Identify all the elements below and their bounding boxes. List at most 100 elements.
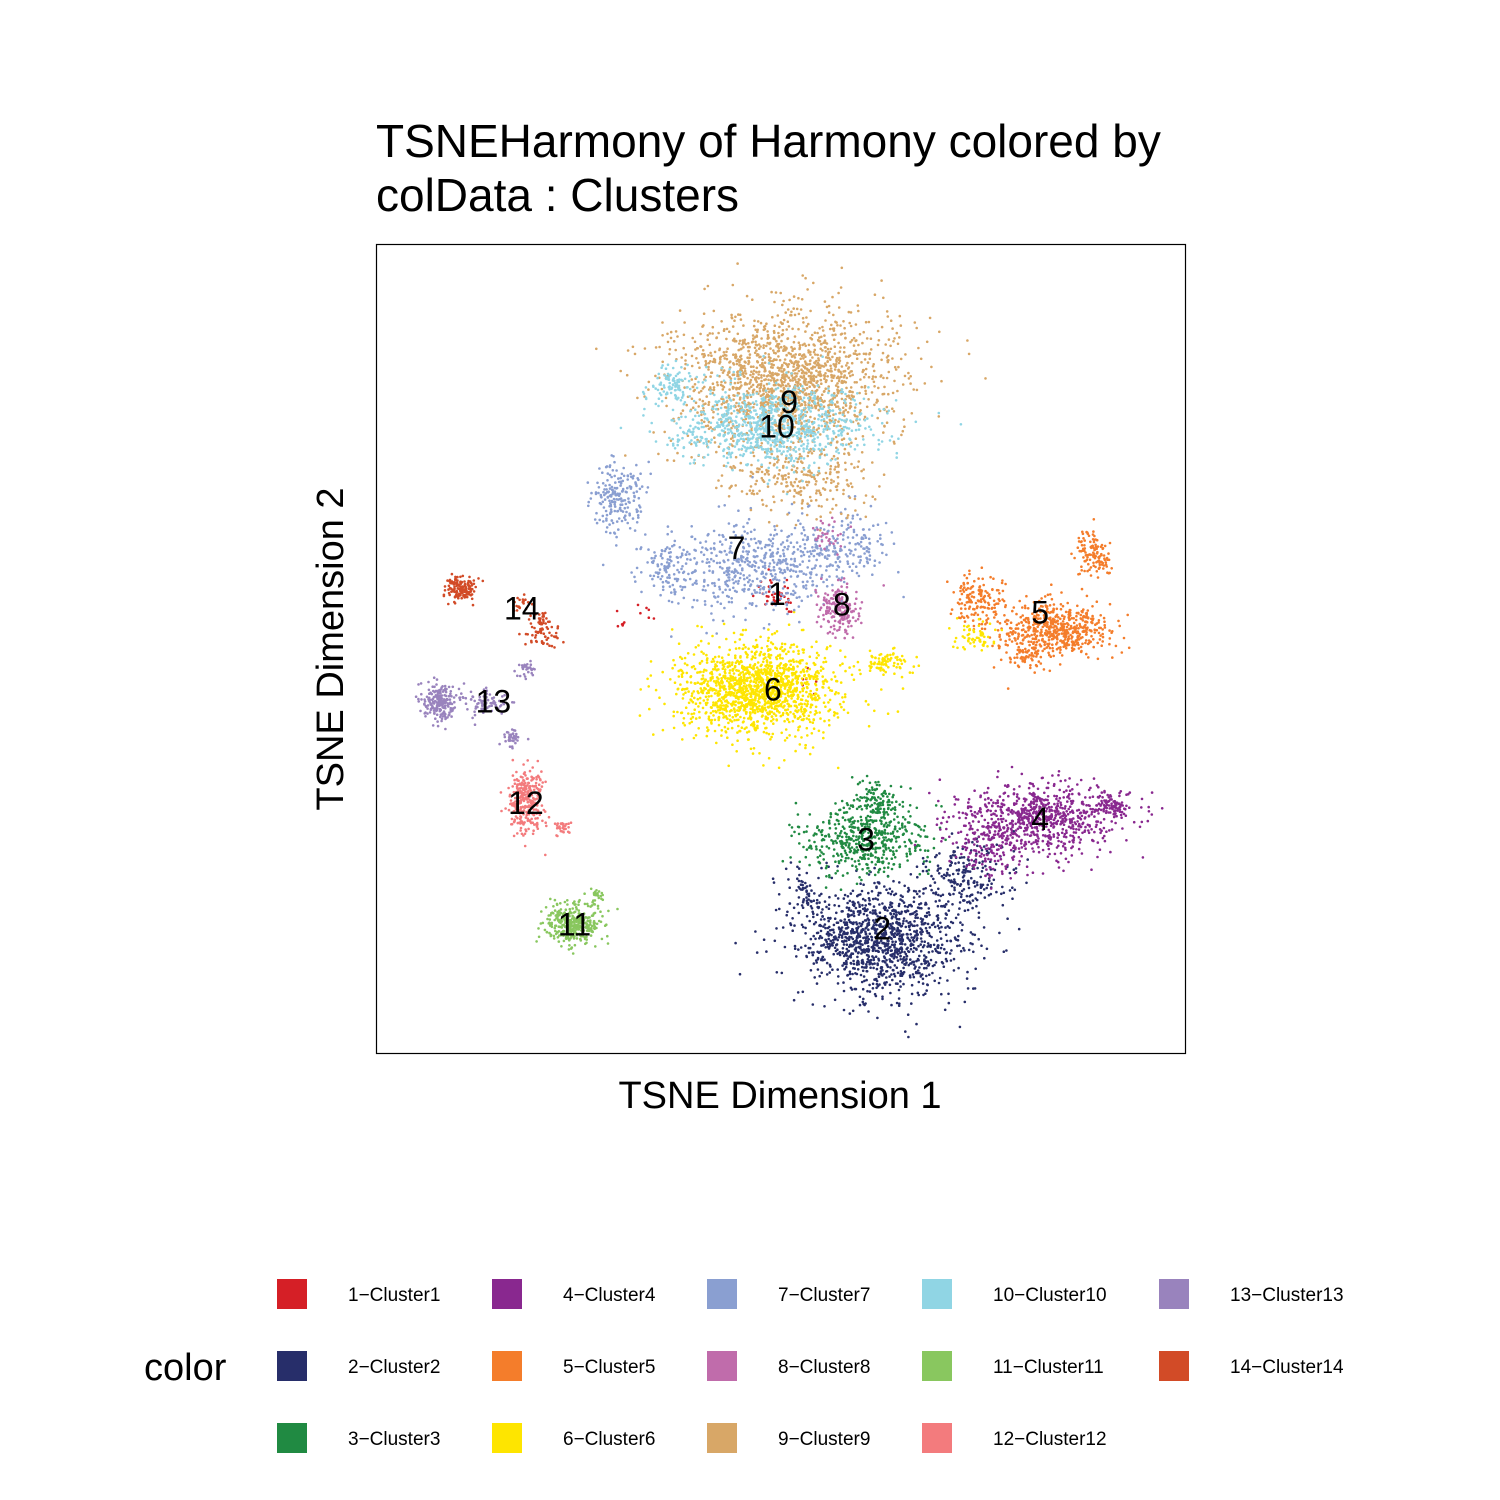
scatter-point bbox=[878, 829, 881, 833]
scatter-point bbox=[1028, 821, 1031, 825]
scatter-point bbox=[954, 862, 957, 865]
scatter-point bbox=[851, 972, 854, 976]
scatter-point bbox=[807, 892, 811, 896]
scatter-point bbox=[715, 684, 718, 687]
scatter-point bbox=[845, 835, 848, 839]
scatter-point bbox=[727, 701, 730, 705]
scatter-point bbox=[989, 858, 993, 861]
scatter-point bbox=[889, 832, 893, 835]
scatter-point bbox=[1013, 656, 1016, 660]
scatter-point bbox=[895, 1001, 899, 1005]
scatter-point bbox=[680, 657, 684, 660]
scatter-point bbox=[903, 884, 906, 888]
scatter-point bbox=[880, 793, 884, 796]
scatter-point bbox=[802, 898, 806, 901]
scatter-point bbox=[874, 923, 878, 926]
scatter-point bbox=[823, 694, 827, 697]
scatter-point bbox=[949, 939, 953, 943]
scatter-point bbox=[893, 806, 897, 809]
scatter-point bbox=[1098, 626, 1101, 630]
scatter-point bbox=[821, 675, 824, 678]
scatter-point bbox=[1118, 791, 1121, 795]
scatter-point bbox=[846, 901, 849, 905]
scatter-point bbox=[793, 944, 797, 948]
scatter-point bbox=[754, 728, 758, 732]
scatter-point bbox=[980, 848, 984, 852]
scatter-point bbox=[1065, 642, 1068, 645]
scatter-point bbox=[1091, 617, 1095, 620]
scatter-point bbox=[832, 842, 835, 845]
scatter-point bbox=[1093, 556, 1097, 560]
scatter-point bbox=[881, 861, 884, 865]
scatter-point bbox=[916, 957, 920, 961]
scatter-point bbox=[694, 734, 698, 737]
scatter-point bbox=[865, 872, 869, 875]
scatter-point bbox=[915, 971, 918, 975]
scatter-point bbox=[949, 612, 953, 616]
scatter-point bbox=[846, 711, 850, 715]
scatter-point bbox=[940, 836, 944, 840]
scatter-point bbox=[985, 809, 989, 813]
scatter-point bbox=[904, 925, 908, 929]
scatter-point bbox=[813, 713, 817, 716]
scatter-point bbox=[813, 832, 817, 835]
scatter-point bbox=[966, 806, 970, 810]
scatter-point bbox=[1099, 831, 1102, 835]
scatter-point bbox=[944, 917, 947, 920]
scatter-point bbox=[1103, 557, 1106, 560]
scatter-point bbox=[867, 873, 871, 876]
scatter-point bbox=[878, 911, 882, 914]
scatter-point bbox=[810, 847, 813, 850]
scatter-point bbox=[1025, 865, 1029, 868]
scatter-point bbox=[1028, 635, 1031, 638]
scatter-point bbox=[871, 987, 875, 990]
scatter-point bbox=[857, 941, 860, 945]
scatter-point bbox=[1064, 846, 1067, 850]
scatter-point bbox=[893, 909, 896, 913]
scatter-point bbox=[891, 795, 894, 799]
scatter-point bbox=[790, 697, 793, 700]
scatter-point bbox=[895, 849, 898, 853]
scatter-point bbox=[822, 820, 825, 824]
scatter-point bbox=[1073, 643, 1077, 647]
scatter-point bbox=[1026, 833, 1029, 836]
scatter-point bbox=[838, 834, 841, 838]
scatter-point bbox=[1045, 625, 1049, 629]
scatter-point bbox=[702, 652, 705, 655]
scatter-point bbox=[957, 861, 960, 864]
scatter-point bbox=[949, 920, 953, 924]
scatter-point bbox=[869, 846, 873, 850]
scatter-point bbox=[953, 886, 956, 889]
scatter-point bbox=[1056, 622, 1060, 626]
scatter-point bbox=[841, 874, 845, 877]
scatter-point bbox=[1031, 847, 1034, 850]
scatter-point bbox=[783, 642, 787, 646]
scatter-point bbox=[842, 897, 846, 900]
scatter-point bbox=[1099, 804, 1102, 807]
scatter-point bbox=[937, 981, 941, 985]
scatter-point bbox=[1010, 808, 1014, 812]
scatter-point bbox=[982, 888, 986, 891]
scatter-point bbox=[1056, 836, 1059, 839]
scatter-point bbox=[867, 937, 870, 941]
scatter-point bbox=[882, 850, 886, 853]
scatter-point bbox=[961, 876, 965, 879]
scatter-point bbox=[1032, 616, 1036, 619]
scatter-point bbox=[1006, 827, 1009, 831]
scatter-point bbox=[851, 820, 854, 824]
scatter-point bbox=[994, 862, 998, 866]
scatter-point bbox=[948, 926, 951, 929]
scatter-point bbox=[1097, 796, 1100, 799]
scatter-point bbox=[1045, 807, 1049, 810]
scatter-point bbox=[953, 878, 956, 881]
scatter-point bbox=[778, 591, 781, 594]
scatter-point bbox=[1047, 651, 1050, 655]
scatter-point bbox=[887, 806, 890, 810]
scatter-point bbox=[792, 998, 796, 1002]
scatter-point bbox=[865, 909, 868, 912]
scatter-point bbox=[852, 799, 856, 802]
scatter-point bbox=[802, 651, 805, 654]
scatter-point bbox=[1068, 818, 1072, 821]
scatter-point bbox=[855, 940, 858, 943]
scatter-point bbox=[959, 830, 963, 834]
